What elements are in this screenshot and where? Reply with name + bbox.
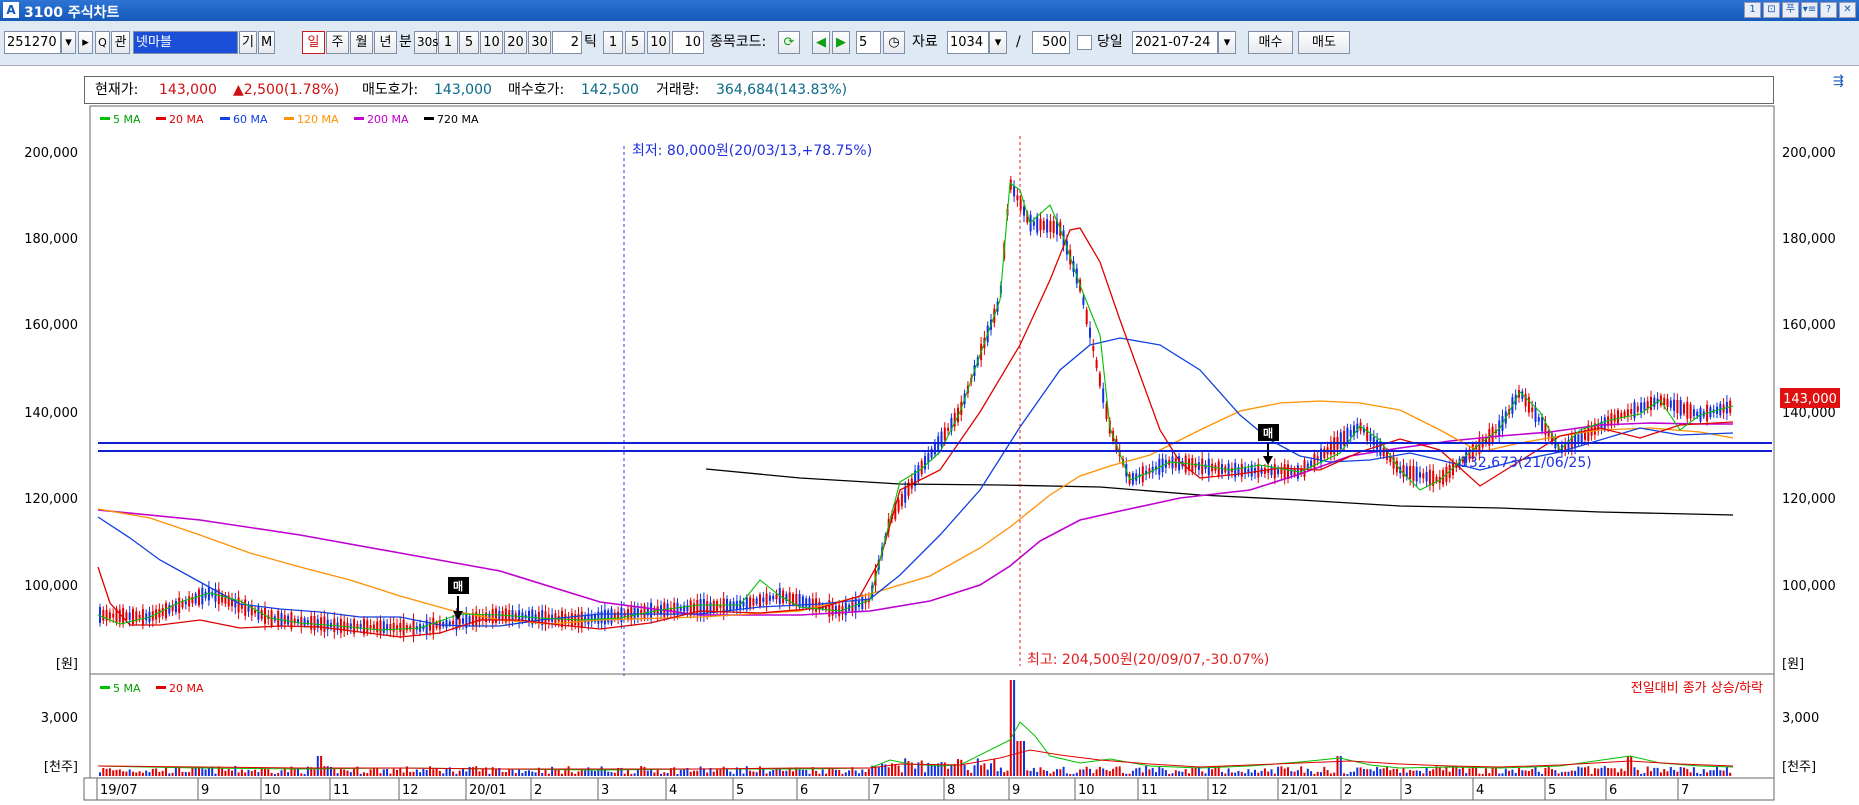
minute-10-button[interactable]: 10 [480, 31, 503, 54]
sell-button[interactable]: 매도 [1298, 31, 1350, 54]
window-restore-icon[interactable]: ⊡ [1763, 2, 1780, 18]
period-day-button[interactable]: 일 [302, 31, 325, 54]
date-input[interactable]: 2021-07-24 [1132, 31, 1218, 54]
stock-code-input[interactable]: 251270 [4, 31, 61, 54]
data-count-label: 자료 [912, 34, 938, 50]
data-count-dropdown-icon[interactable]: ▾ [989, 31, 1007, 54]
tick-label: 틱 [584, 34, 597, 50]
m-button[interactable]: M [258, 31, 275, 54]
ask-label: 매도호가: [362, 82, 419, 98]
refresh-icon[interactable]: ⟳ [778, 31, 800, 54]
gi-button[interactable]: 기 [239, 31, 257, 54]
search-icon[interactable]: Q [95, 31, 110, 54]
window-menu-icon[interactable]: ▾≡ [1801, 2, 1818, 18]
step-input[interactable]: 5 [856, 31, 881, 54]
next-step-arrow-icon[interactable]: ▶ [832, 31, 850, 54]
volume-value: 364,684(143.83%) [716, 82, 848, 98]
quote-info-bar: 현재가: 143,000 ▲2,500(1.78%) 매도호가: 143,000… [84, 76, 1774, 104]
tick-5-button[interactable]: 5 [625, 31, 645, 54]
bid-price: 142,500 [581, 82, 639, 98]
price-change: ▲2,500(1.78%) [233, 82, 340, 98]
window-controls: 1 ⊡ 푸 ▾≡ ? ✕ [1744, 2, 1856, 18]
period-year-button[interactable]: 년 [374, 31, 397, 54]
minute-1-button[interactable]: 1 [438, 31, 458, 54]
today-label: 당일 [1097, 34, 1123, 50]
period-week-button[interactable]: 주 [326, 31, 349, 54]
next-arrow-icon[interactable]: ▸ [78, 31, 93, 54]
tick-1-button[interactable]: 1 [603, 31, 623, 54]
minute-20-button[interactable]: 20 [504, 31, 527, 54]
window-title: 3100 주식차트 [24, 5, 120, 21]
slash-label: / [1016, 34, 1021, 50]
date-dropdown-icon[interactable]: ▾ [1218, 31, 1236, 54]
tick-value-input[interactable]: 2 [552, 31, 582, 54]
minute-5-button[interactable]: 5 [459, 31, 479, 54]
minute-30s-button[interactable]: 30s [414, 31, 439, 54]
stock-code-label: 종목코드: [710, 34, 767, 50]
period-month-button[interactable]: 월 [350, 31, 373, 54]
stock-code-dropdown-icon[interactable]: ▾ [61, 31, 76, 54]
clock-icon[interactable]: ◷ [883, 31, 905, 54]
ask-price: 143,000 [434, 82, 492, 98]
view-count-input[interactable]: 500 [1032, 31, 1070, 54]
today-checkbox[interactable] [1077, 35, 1092, 50]
chart-toolbar: 251270 ▾ ▸ Q 관 넷마블 기 M 일 주 월 년 분 30s 1 5… [0, 21, 1859, 66]
tick-count-input[interactable]: 10 [672, 31, 704, 54]
price-label: 현재가: [95, 82, 139, 98]
stock-name-field[interactable]: 넷마블 [133, 31, 238, 54]
help-icon[interactable]: ? [1820, 2, 1837, 18]
bid-label: 매수호가: [508, 82, 565, 98]
minute-label: 분 [399, 34, 412, 50]
close-icon[interactable]: ✕ [1839, 2, 1856, 18]
data-count-input[interactable]: 1034 [947, 31, 989, 54]
relation-button[interactable]: 관 [111, 31, 130, 54]
title-bar: A 3100 주식차트 1 ⊡ 푸 ▾≡ ? ✕ [0, 0, 1859, 21]
minute-30-button[interactable]: 30 [528, 31, 551, 54]
volume-label: 거래량: [656, 82, 700, 98]
prev-arrow-icon[interactable]: ◀ [812, 31, 830, 54]
buy-button[interactable]: 매수 [1248, 31, 1293, 54]
tick-10-button[interactable]: 10 [647, 31, 670, 54]
chart-area [0, 66, 1859, 805]
window-link-icon[interactable]: 1 [1744, 2, 1761, 18]
window-push-icon[interactable]: 푸 [1782, 2, 1799, 18]
current-price: 143,000 [159, 82, 217, 98]
app-logo-icon: A [3, 2, 19, 18]
